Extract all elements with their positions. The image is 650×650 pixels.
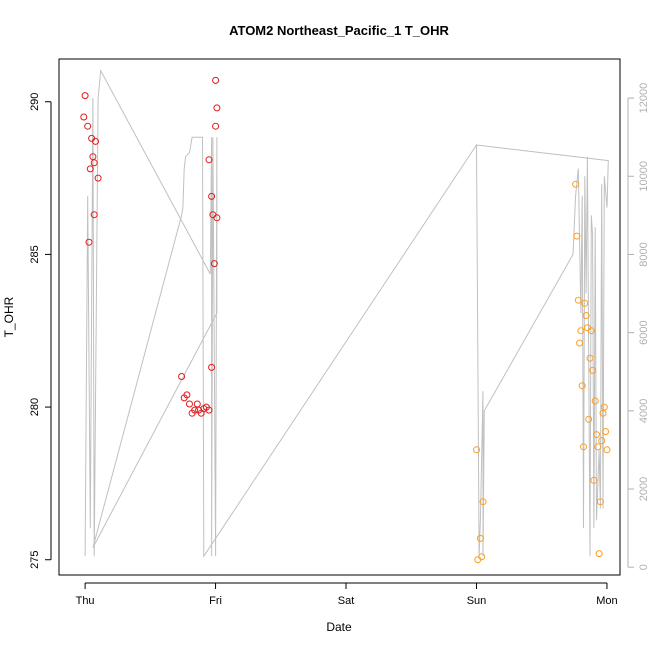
plot-frame (58, 58, 621, 576)
data-point-series-2-16 (585, 415, 593, 423)
data-point-series-1-12 (178, 373, 186, 380)
data-point-series-2-20 (590, 476, 598, 484)
data-point-series-2-22 (593, 431, 600, 439)
data-point-series-1-9 (94, 174, 102, 182)
data-point-series-1-7 (90, 159, 98, 167)
data-point-series-1-3 (84, 122, 92, 130)
data-point-series-2-29 (602, 428, 610, 435)
data-point-series-2-18 (587, 327, 595, 335)
data-point-series-2-30 (603, 446, 611, 454)
data-point-series-1-17 (191, 406, 199, 414)
y-tick-label-290: 290 (29, 93, 41, 111)
data-point-series-1-24 (208, 363, 216, 371)
data-point-series-2-3 (476, 534, 484, 542)
y2-tick-label-10000: 10000 (638, 161, 650, 192)
data-point-series-2-4 (478, 553, 486, 561)
data-point-series-1-15 (186, 400, 193, 408)
data-point-series-2-11 (578, 382, 586, 390)
data-point-series-2-5 (479, 498, 487, 506)
data-point-series-2-19 (589, 366, 597, 374)
data-point-series-1-26 (208, 192, 216, 200)
data-point-series-2-28 (600, 403, 608, 411)
data-point-series-2-13 (581, 299, 589, 307)
data-point-series-2-6 (572, 180, 580, 188)
data-point-series-1-8 (86, 165, 94, 173)
y-tick-label-275: 275 (29, 551, 41, 569)
data-point-series-2-26 (598, 437, 606, 445)
data-point-series-2-9 (576, 339, 584, 347)
data-point-series-2-10 (577, 327, 585, 335)
data-point-series-1-10 (90, 211, 98, 219)
x-tick-label-sun: Sun (467, 595, 487, 607)
y-tick-label-285: 285 (29, 245, 41, 263)
data-point-series-1-18 (193, 400, 201, 408)
data-point-series-2-1 (473, 446, 480, 454)
data-point-series-2-14 (582, 312, 590, 319)
data-point-series-2-17 (586, 354, 594, 362)
data-point-series-2-12 (580, 443, 587, 451)
data-point-series-2-25 (596, 498, 604, 506)
y-axis-label: T_OHR (2, 296, 16, 337)
data-point-series-1-29 (212, 76, 220, 84)
data-point-series-1-28 (210, 260, 218, 268)
y2-tick-label-0: 0 (638, 564, 650, 570)
data-point-series-1-31 (212, 122, 220, 130)
data-point-series-2-23 (594, 443, 602, 451)
x-tick-label-fri: Fri (209, 595, 222, 607)
x-tick-label-thu: Thu (76, 595, 95, 607)
y2-tick-label-12000: 12000 (638, 83, 650, 114)
data-point-series-1-2 (80, 113, 88, 121)
data-point-series-1-30 (213, 104, 221, 112)
data-point-series-1-11 (85, 238, 93, 246)
x-tick-label-sat: Sat (338, 595, 355, 607)
data-point-series-2-8 (574, 296, 582, 304)
y2-tick-label-8000: 8000 (638, 242, 650, 266)
data-point-series-2-24 (595, 550, 603, 558)
data-point-series-1-25 (205, 156, 213, 164)
x-axis-label: Date (326, 620, 352, 634)
y-tick-label-280: 280 (29, 398, 41, 416)
data-point-series-1-23 (205, 406, 213, 414)
data-point-series-1-14 (183, 391, 191, 399)
data-point-series-2-21 (591, 397, 599, 405)
data-point-series-1-1 (81, 92, 89, 100)
secondary-line-layer (84, 69, 609, 558)
secondary-series-line (84, 69, 609, 558)
chart-title: ATOM2 Northeast_Pacific_1 T_OHR (229, 23, 449, 38)
data-point-series-1-32 (213, 214, 221, 222)
data-point-series-1-5 (92, 137, 99, 145)
y2-tick-label-4000: 4000 (638, 399, 650, 423)
points-layer (80, 76, 611, 564)
y2-tick-label-2000: 2000 (638, 477, 650, 501)
data-point-series-2-7 (573, 232, 581, 240)
axes-layer: Thu Fri Sat Sun Mon 275 280 285 290 0 2000 4000 6000… (29, 83, 650, 607)
y2-tick-label-6000: 6000 (638, 320, 650, 344)
x-tick-label-mon: Mon (596, 595, 617, 607)
